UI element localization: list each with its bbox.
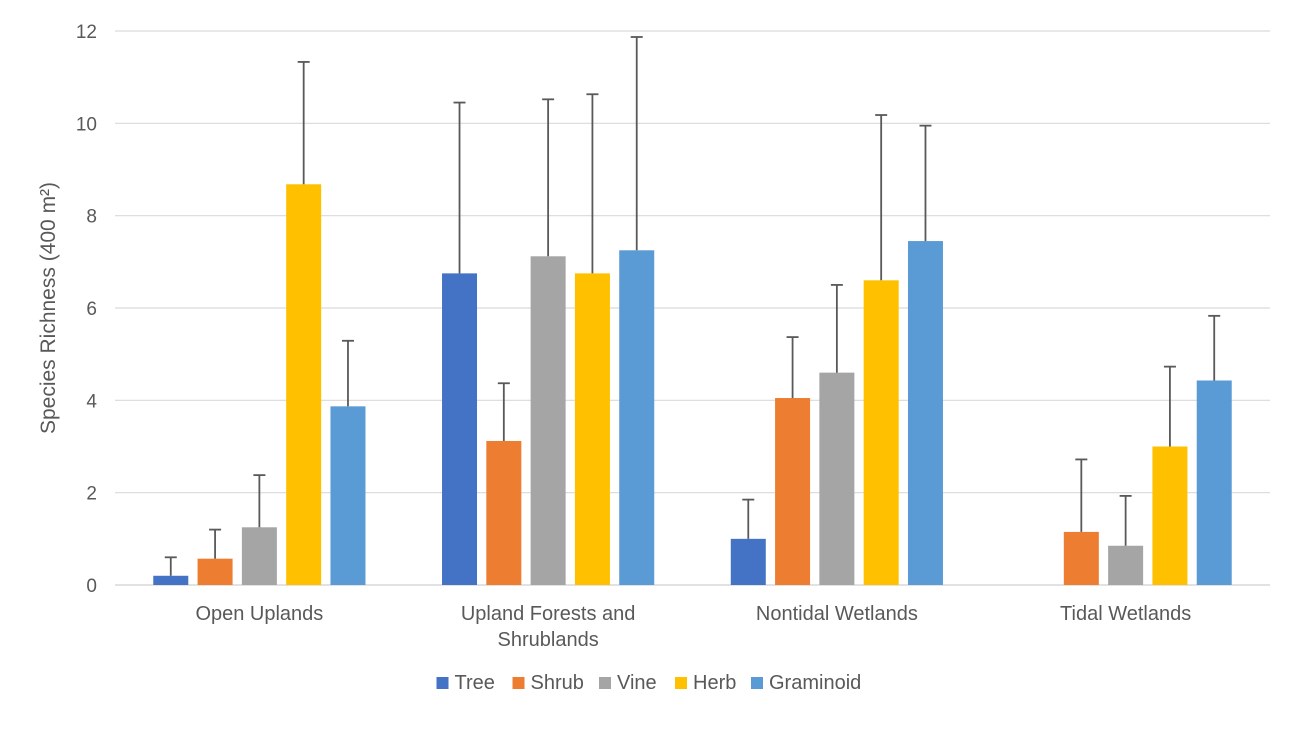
y-tick-label: 12 xyxy=(76,22,97,43)
x-category-label: Nontidal Wetlands xyxy=(756,603,918,625)
error-bar xyxy=(341,339,354,407)
y-tick-label: 10 xyxy=(76,114,97,135)
bar-herb xyxy=(286,184,322,586)
bar-tree xyxy=(730,538,766,585)
legend-label: Herb xyxy=(693,672,736,694)
x-axis-categories: Open Uplands Upland Forests and Shrublands… xyxy=(195,603,1191,651)
legend-label: Graminoid xyxy=(769,672,861,694)
y-axis-title: Species Richness (400 m²) xyxy=(37,182,60,434)
bar-tree xyxy=(153,575,189,585)
bar-vine xyxy=(241,527,277,585)
error-bar xyxy=(209,528,222,559)
x-category-label: Shrublands xyxy=(498,629,599,651)
x-category-label: Tidal Wetlands xyxy=(1060,603,1191,625)
bar-graminoid xyxy=(1196,380,1232,585)
error-bar xyxy=(830,284,843,373)
bar-herb xyxy=(863,280,899,585)
error-bar xyxy=(919,124,932,242)
error-bar xyxy=(542,98,555,257)
y-tick-label: 0 xyxy=(86,576,97,597)
error-bar xyxy=(742,498,755,539)
bars xyxy=(153,184,1232,586)
bar-vine xyxy=(819,372,855,585)
legend-label: Tree xyxy=(455,672,495,694)
error-bar xyxy=(453,101,466,274)
error-bar xyxy=(1075,458,1088,532)
bar-graminoid xyxy=(330,406,366,585)
error-bar xyxy=(875,114,888,281)
error-bar xyxy=(1119,494,1132,546)
error-bar xyxy=(630,36,643,251)
bar-tree xyxy=(442,273,478,585)
legend-swatch xyxy=(512,677,525,689)
legend-swatch xyxy=(436,677,449,689)
bar-graminoid xyxy=(619,250,655,585)
bar-vine xyxy=(530,256,566,585)
legend-label: Vine xyxy=(617,672,657,694)
bar-shrub xyxy=(197,558,233,585)
x-category-label: Open Uplands xyxy=(195,603,323,625)
y-tick-label: 6 xyxy=(86,299,97,320)
error-bar xyxy=(497,382,510,441)
error-bar xyxy=(1163,365,1176,447)
error-bar xyxy=(164,556,177,576)
legend-label: Shrub xyxy=(531,672,584,694)
bar-graminoid xyxy=(907,241,943,585)
legend: Tree Shrub Vine Herb Graminoid xyxy=(436,672,861,694)
legend-swatch xyxy=(751,677,763,689)
y-tick-label: 2 xyxy=(86,484,97,505)
legend-item-shrub: Shrub xyxy=(512,672,584,694)
bar-shrub xyxy=(486,440,522,585)
error-bar xyxy=(786,336,799,399)
legend-item-vine: Vine xyxy=(599,672,657,694)
y-axis-ticks: 0 2 4 6 8 10 12 xyxy=(76,22,98,597)
error-bar xyxy=(1208,314,1221,381)
legend-swatch xyxy=(675,677,687,689)
bar-vine xyxy=(1108,545,1144,585)
bar-shrub xyxy=(775,398,811,585)
legend-item-graminoid: Graminoid xyxy=(751,672,861,694)
x-category-label: Upland Forests and xyxy=(461,603,636,625)
legend-swatch xyxy=(599,677,611,689)
error-bar xyxy=(253,474,266,528)
y-tick-label: 4 xyxy=(86,391,97,412)
bar-herb xyxy=(1152,446,1188,585)
y-tick-label: 8 xyxy=(86,207,97,228)
legend-item-tree: Tree xyxy=(436,672,495,694)
error-bar xyxy=(297,61,310,185)
bar-herb xyxy=(574,273,610,585)
bar-shrub xyxy=(1063,531,1099,585)
error-bars xyxy=(164,36,1221,576)
legend-item-herb: Herb xyxy=(675,672,736,694)
error-bar xyxy=(586,93,599,274)
